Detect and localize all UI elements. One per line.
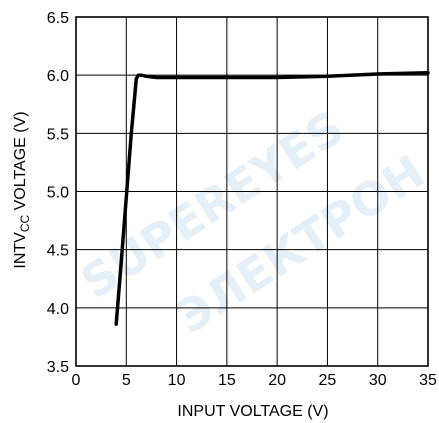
y-tick-label: 3.5 <box>47 359 69 376</box>
x-tick-label: 35 <box>419 372 437 389</box>
y-tick-label: 4.5 <box>47 243 69 260</box>
y-tick-label: 6.5 <box>47 10 69 27</box>
x-tick-label: 30 <box>369 372 387 389</box>
x-tick-label: 5 <box>122 372 131 389</box>
y-tick-label: 5.0 <box>47 185 69 202</box>
y-tick-label: 6.0 <box>47 68 69 85</box>
x-tick-label: 15 <box>218 372 236 389</box>
y-tick-label: 5.5 <box>47 126 69 143</box>
y-tick-labels: 3.5 4.0 4.5 5.0 5.5 6.0 6.5 <box>47 10 69 376</box>
x-tick-label: 25 <box>319 372 337 389</box>
x-tick-labels: 0 5 10 15 20 25 30 35 <box>72 372 437 389</box>
x-tick-label: 0 <box>72 372 81 389</box>
y-axis-label: INTVCC VOLTAGE (V) <box>12 111 32 268</box>
x-tick-label: 20 <box>268 372 286 389</box>
x-tick-label: 10 <box>168 372 186 389</box>
series-line <box>114 71 430 326</box>
x-axis-label: INPUT VOLTAGE (V) <box>177 403 328 420</box>
y-tick-label: 4.0 <box>47 301 69 318</box>
plot-frame <box>75 16 429 367</box>
grid <box>76 17 428 366</box>
